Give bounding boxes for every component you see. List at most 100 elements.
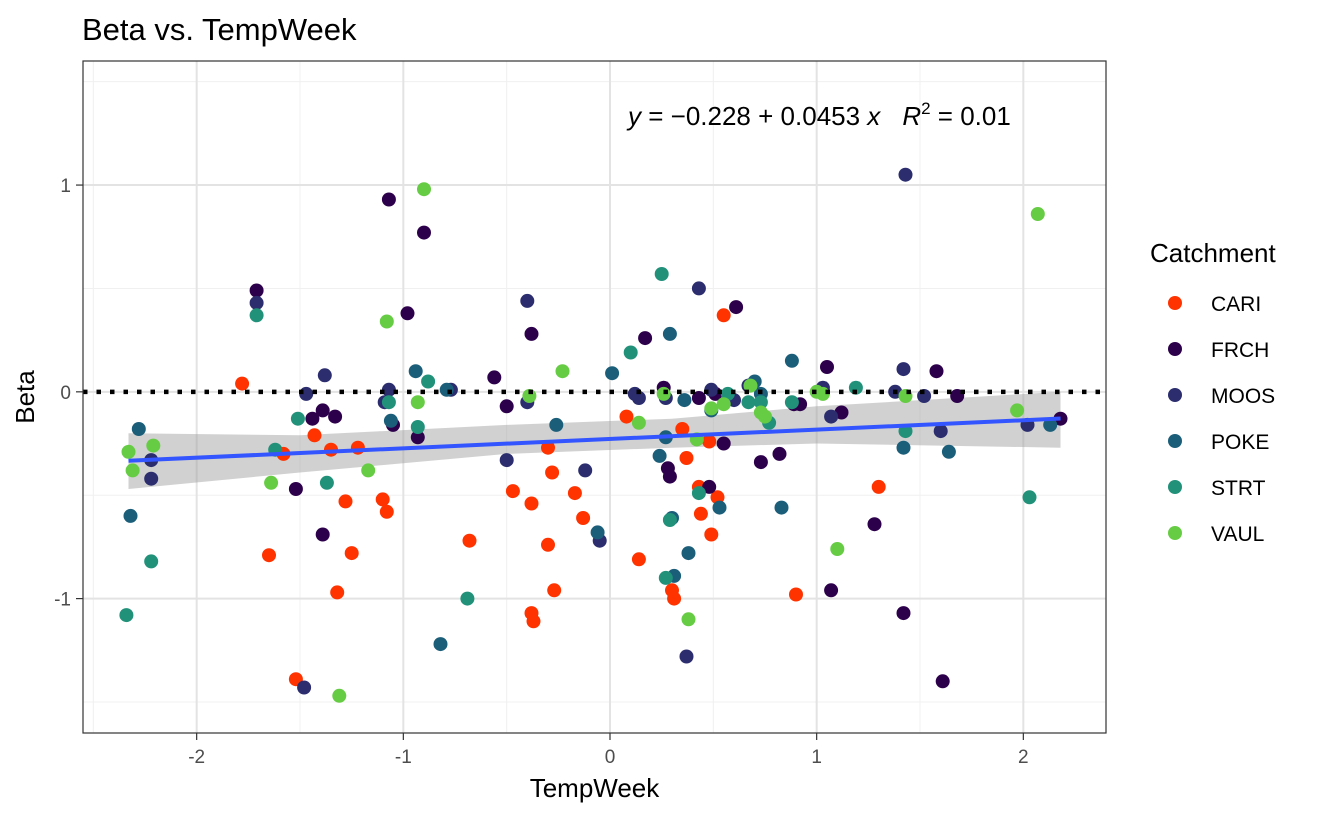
- point-frch: [772, 446, 787, 461]
- point-poke: [433, 637, 448, 652]
- point-poke: [784, 353, 799, 368]
- point-strt: [654, 267, 669, 281]
- point-moos: [631, 391, 646, 405]
- point-vaul: [758, 409, 772, 424]
- point-cari: [375, 492, 390, 507]
- point-frch: [820, 360, 834, 374]
- point-strt: [319, 475, 334, 490]
- legend-key-frch: [1168, 342, 1182, 356]
- point-cari: [545, 465, 560, 480]
- point-vaul: [361, 463, 376, 478]
- legend-title: Catchment: [1150, 238, 1276, 268]
- x-tick-label: 2: [1018, 747, 1029, 768]
- point-cari: [262, 548, 276, 563]
- point-frch: [753, 455, 768, 470]
- point-moos: [679, 649, 694, 664]
- point-poke: [590, 525, 605, 540]
- y-tick-label: 0: [60, 383, 71, 404]
- point-vaul: [555, 364, 570, 379]
- point-frch: [702, 479, 717, 494]
- point-strt: [381, 395, 396, 410]
- legend-key-moos: [1168, 388, 1182, 402]
- point-moos: [898, 167, 913, 182]
- point-cari: [693, 506, 708, 521]
- point-moos: [381, 382, 396, 397]
- point-cari: [675, 422, 690, 436]
- y-axis: -1 0 1: [54, 176, 83, 611]
- legend: Catchment CARI FRCH MOOS POKE STRT VAUL: [1150, 238, 1276, 546]
- point-frch: [410, 430, 425, 445]
- point-moos: [297, 680, 312, 695]
- point-poke: [652, 448, 667, 463]
- point-cari: [344, 546, 359, 561]
- point-vaul: [121, 444, 136, 459]
- point-cari: [667, 591, 682, 606]
- point-strt: [658, 570, 673, 585]
- legend-label-vaul: VAUL: [1211, 523, 1264, 546]
- point-cari: [462, 533, 477, 548]
- y-axis-title: Beta: [10, 370, 40, 424]
- point-moos: [249, 295, 264, 310]
- point-strt: [144, 554, 159, 569]
- point-cari: [576, 511, 591, 525]
- point-poke: [1043, 417, 1058, 432]
- point-poke: [549, 417, 564, 432]
- plot-panel: [82, 60, 1107, 734]
- point-strt: [410, 420, 425, 434]
- point-frch: [824, 583, 839, 598]
- point-vaul: [1010, 403, 1025, 418]
- point-moos: [144, 471, 159, 486]
- legend-label-frch: FRCH: [1211, 339, 1269, 362]
- point-cari: [704, 527, 719, 542]
- point-moos: [520, 293, 535, 308]
- point-strt: [623, 345, 638, 360]
- point-strt: [753, 395, 768, 410]
- point-strt: [460, 591, 475, 606]
- point-moos: [933, 424, 948, 439]
- point-poke: [677, 393, 692, 408]
- point-cari: [789, 587, 803, 602]
- point-vaul: [379, 314, 394, 329]
- legend-key-cari: [1168, 296, 1182, 310]
- point-poke: [408, 364, 423, 379]
- x-axis: -2 -1 0 1 2: [188, 733, 1029, 768]
- point-frch: [305, 411, 320, 426]
- point-moos: [317, 368, 332, 383]
- regression-equation: y = −0.228 + 0.0453 x R2 = 0.01: [626, 99, 1011, 131]
- x-tick-label: -2: [188, 747, 205, 768]
- point-vaul: [1030, 207, 1045, 221]
- point-poke: [774, 500, 789, 515]
- point-cari: [330, 585, 345, 600]
- point-cari: [541, 537, 555, 552]
- chart-title: Beta vs. TempWeek: [82, 12, 357, 47]
- point-cari: [524, 496, 539, 511]
- point-vaul: [264, 475, 279, 490]
- point-poke: [605, 366, 620, 381]
- point-cari: [619, 409, 634, 424]
- point-frch: [896, 606, 911, 621]
- point-cari: [679, 451, 694, 465]
- point-cari: [379, 504, 394, 519]
- point-vaul: [704, 401, 719, 416]
- legend-key-poke: [1168, 434, 1182, 448]
- legend-key-strt: [1168, 480, 1182, 494]
- point-cari: [307, 428, 322, 443]
- point-cari: [631, 552, 646, 567]
- point-cari: [505, 484, 520, 499]
- point-cari: [702, 434, 717, 449]
- legend-key-vaul: [1168, 526, 1182, 540]
- point-frch: [524, 326, 539, 341]
- point-strt: [848, 380, 863, 395]
- point-vaul: [410, 395, 425, 410]
- point-strt: [249, 308, 264, 323]
- point-strt: [290, 411, 305, 426]
- point-frch: [729, 300, 744, 315]
- point-poke: [123, 508, 138, 523]
- point-frch: [315, 527, 330, 542]
- point-cari: [716, 308, 731, 323]
- point-strt: [1022, 490, 1037, 505]
- x-axis-title: TempWeek: [530, 773, 661, 803]
- point-frch: [662, 469, 677, 484]
- point-frch: [638, 331, 653, 346]
- data-points: [119, 167, 1068, 703]
